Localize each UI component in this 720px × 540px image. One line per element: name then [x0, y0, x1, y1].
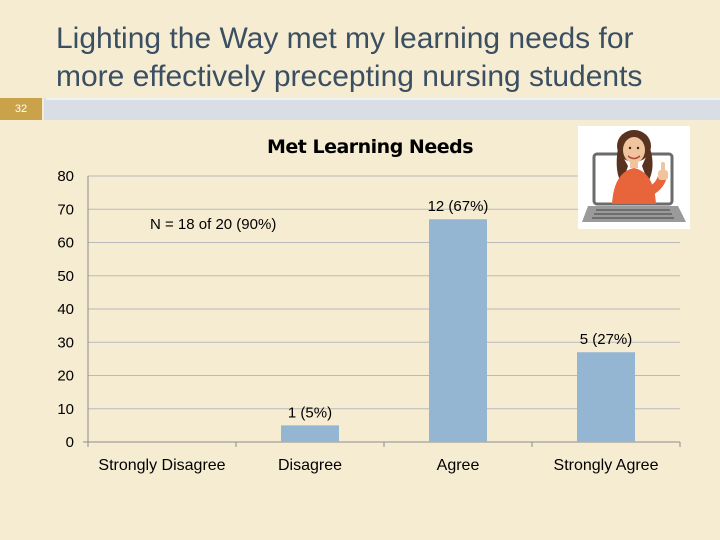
bar-agree: [429, 219, 487, 442]
x-category-label: Strongly Agree: [554, 457, 659, 474]
x-category-label: Strongly Disagree: [98, 457, 225, 474]
y-tick-label: 60: [57, 235, 74, 252]
y-tick-label: 50: [57, 268, 74, 285]
y-tick-label: 20: [57, 368, 74, 385]
x-category-label: Agree: [437, 457, 480, 474]
bar-disagree: [281, 425, 339, 442]
y-tick-label: 40: [57, 301, 74, 318]
y-tick-label: 0: [66, 434, 74, 451]
y-tick-label: 80: [57, 168, 74, 185]
woman-thumbs-up-laptop-icon: [578, 126, 690, 229]
slide-header-bar: [44, 98, 720, 120]
slide-header-accent: [46, 98, 720, 100]
slide-title-line1: Lighting the Way met my learning needs f…: [56, 22, 634, 55]
y-tick-label: 30: [57, 334, 74, 351]
data-label: 1 (5%): [288, 404, 332, 421]
chart-title: Met Learning Needs: [266, 136, 474, 158]
slide-title-line2: more effectively precepting nursing stud…: [56, 60, 643, 93]
data-label: 12 (67%): [428, 198, 489, 215]
y-tick-label: 10: [57, 401, 74, 418]
sample-size-annotation: N = 18 of 20 (90%): [150, 216, 277, 233]
x-category-label: Disagree: [278, 457, 342, 474]
y-tick-label: 70: [57, 201, 74, 218]
slide-number: 32: [0, 98, 42, 120]
bar-strongly-agree: [577, 352, 635, 442]
data-label: 5 (27%): [580, 331, 633, 348]
slide-title: Lighting the Way met my learning needs f…: [56, 20, 706, 96]
